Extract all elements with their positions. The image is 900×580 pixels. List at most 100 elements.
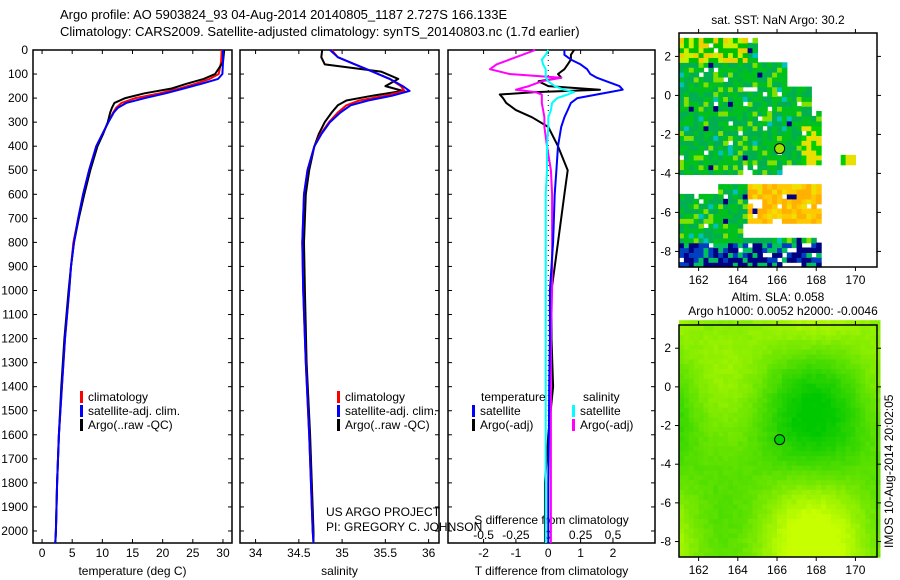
map-cell — [781, 189, 788, 195]
map-cell — [791, 494, 798, 500]
map-cell — [801, 159, 807, 166]
map-cell — [791, 325, 798, 331]
map-cell — [835, 532, 842, 539]
map-cell — [693, 397, 700, 403]
map-cell — [693, 52, 700, 58]
map-cell — [801, 198, 807, 205]
map-cell — [679, 450, 685, 457]
map-cell — [816, 518, 822, 524]
map-cell — [747, 441, 754, 447]
map-cell — [732, 484, 739, 490]
map-cell — [737, 145, 744, 151]
map-cell — [723, 416, 729, 423]
map-cell — [767, 125, 773, 132]
map-cell — [683, 223, 690, 229]
map-cell — [830, 537, 837, 544]
map-cell — [752, 450, 758, 457]
depth-tick-label: 1300 — [1, 356, 28, 370]
map-cell — [693, 513, 700, 519]
map-cell — [683, 106, 690, 112]
map-cell — [723, 237, 729, 244]
map-cell — [732, 213, 739, 219]
map-cell — [723, 479, 729, 486]
project-credit: US ARGO PROJECT — [326, 505, 441, 519]
map-cell — [732, 470, 739, 476]
map-cell — [728, 96, 734, 102]
map-cell — [796, 441, 803, 447]
map-cell — [732, 125, 739, 132]
map-cell — [688, 232, 695, 239]
map-cell — [772, 532, 778, 539]
map-cell — [718, 407, 724, 413]
lat-tick-label: -8 — [660, 535, 671, 549]
map-cell — [845, 441, 852, 447]
depth-tick-label: 100 — [8, 67, 28, 81]
map-cell — [737, 503, 744, 510]
map-cell — [835, 421, 842, 428]
map-cell — [742, 257, 749, 263]
map-cell — [826, 354, 832, 360]
map-cell — [791, 252, 798, 258]
map-cell — [860, 349, 866, 355]
map-cell — [762, 368, 768, 374]
map-cell — [723, 470, 729, 476]
map-cell — [728, 325, 734, 331]
map-cell — [679, 499, 685, 505]
map-cell — [737, 159, 744, 166]
map-cell — [855, 421, 861, 428]
map-cell — [806, 503, 812, 510]
map-cell — [821, 383, 827, 389]
map-cell — [777, 503, 783, 510]
map-cell — [737, 62, 744, 68]
map-cell — [811, 460, 817, 466]
map-cell — [732, 115, 739, 122]
map-cell — [698, 518, 705, 524]
map-cell — [850, 373, 856, 379]
map-cell — [757, 513, 763, 519]
map-cell — [801, 412, 807, 418]
map-cell — [855, 445, 861, 452]
legend-swatch — [80, 419, 83, 431]
map-cell — [816, 213, 822, 219]
map-cell — [806, 184, 812, 190]
map-cell — [816, 513, 822, 519]
map-cell — [757, 387, 763, 394]
map-cell — [732, 208, 739, 214]
map-cell — [757, 91, 763, 97]
map-cell — [732, 479, 739, 486]
map-cell — [688, 150, 695, 156]
map-cell — [840, 368, 847, 374]
map-cell — [835, 460, 842, 466]
map-cell — [762, 431, 768, 437]
map-cell — [781, 542, 788, 548]
map-cell — [693, 354, 700, 360]
map-cell — [723, 257, 729, 263]
map-cell — [723, 358, 729, 365]
map-cell — [777, 242, 783, 249]
map-cell — [693, 257, 700, 263]
map-cell — [762, 81, 768, 88]
map-cell — [723, 373, 729, 379]
map-cell — [742, 111, 749, 117]
map-cell — [845, 397, 852, 403]
map-cell — [786, 494, 793, 500]
map-cell — [742, 67, 749, 73]
map-cell — [845, 387, 852, 394]
map-cell — [811, 431, 817, 437]
map-cell — [855, 426, 861, 432]
map-cell — [718, 499, 724, 505]
map-cell — [683, 91, 690, 97]
map-cell — [772, 203, 778, 210]
map-cell — [835, 407, 842, 413]
map-cell — [742, 237, 749, 244]
salinity-tick-label: 34 — [249, 546, 263, 560]
map-cell — [830, 465, 837, 471]
map-cell — [752, 436, 758, 442]
map-cell — [757, 208, 763, 214]
map-cell — [703, 52, 709, 58]
map-cell — [850, 455, 856, 461]
map-cell — [683, 349, 690, 355]
map-cell — [693, 164, 700, 171]
map-cell — [855, 465, 861, 471]
map-cell — [742, 320, 749, 326]
